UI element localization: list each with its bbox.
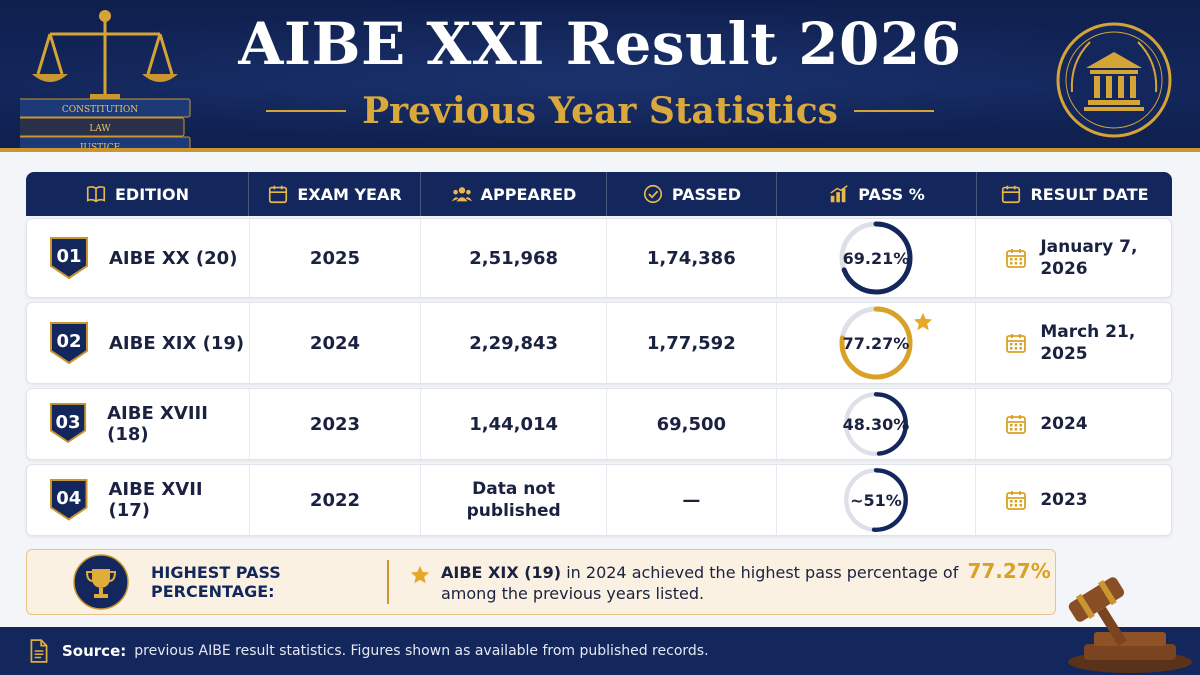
- result-date: March 21, 2025: [1040, 322, 1136, 364]
- row-number-badge: 02: [49, 321, 89, 365]
- appeared-count: Data not published: [466, 479, 561, 521]
- footer-source: Source: previous AIBE result statistics.…: [0, 627, 1200, 675]
- passed-count: —: [607, 465, 777, 535]
- highlight-text: AIBE XIX (19) in 2024 achieved the highe…: [441, 558, 1051, 603]
- row-number-badge: 01: [49, 236, 89, 280]
- document-icon: [30, 639, 48, 663]
- subtitle-rule-right: [853, 110, 934, 112]
- page-subtitle: Previous Year Statistics: [362, 90, 838, 132]
- exam-year: 2022: [250, 465, 422, 535]
- result-date: 2024: [1040, 414, 1088, 434]
- row-number-badge: 03: [49, 402, 87, 446]
- book-label-law: LAW: [89, 124, 111, 134]
- column-header-appeared: APPEARED: [421, 172, 607, 216]
- calendar-icon: [1006, 249, 1027, 268]
- scales-of-justice-icon: CONSTITUTION LAW JUSTICE: [20, 10, 191, 152]
- ring-progress: [844, 392, 908, 456]
- column-header-exam-year: EXAM YEAR: [249, 172, 421, 216]
- edition-name: AIBE XVIII (18): [107, 403, 208, 445]
- calendar-icon: [269, 185, 288, 204]
- source-label: Source:: [62, 642, 127, 660]
- highlight-label: HIGHEST PASS PERCENTAGE:: [151, 563, 281, 601]
- highlight-box: HIGHEST PASS PERCENTAGE: AIBE XIX (19) i…: [26, 549, 1056, 615]
- column-header-pass-percent: PASS %: [777, 172, 977, 216]
- courthouse-emblem-icon: [1056, 22, 1172, 138]
- column-header-edition: EDITION: [26, 172, 249, 216]
- gavel-icon: [1068, 577, 1192, 673]
- ring-progress: [839, 221, 913, 295]
- bar-chart-icon: [830, 185, 848, 203]
- star-icon: [913, 312, 932, 331]
- highlight-divider: [387, 560, 389, 604]
- ring-progress: [844, 468, 908, 532]
- column-header-result-date: RESULT DATE: [977, 172, 1172, 216]
- table-row: 04 AIBE XVII (17) 2022 Data not published…: [26, 464, 1172, 536]
- star-icon: [410, 565, 430, 584]
- highlight-percent: 77.27%: [967, 558, 1051, 583]
- page-title: AIBE XXI Result 2026: [238, 10, 962, 78]
- calendar-icon: [1006, 491, 1027, 510]
- edition-name: AIBE XIX (19): [109, 332, 245, 354]
- table-row: 03 AIBE XVIII (18) 2023 1,44,014 69,500 …: [26, 388, 1172, 460]
- exam-year: 2024: [250, 303, 422, 383]
- calendar-icon: [1006, 415, 1027, 434]
- calendar-icon: [1006, 334, 1027, 353]
- statistics-table: EDITION EXAM YEAR APPEARED PASSED PASS %…: [26, 172, 1172, 536]
- passed-count: 1,74,386: [607, 219, 777, 297]
- header-banner: CONSTITUTION LAW JUSTICE AIBE XXI Result…: [0, 0, 1200, 152]
- row-number-badge: 04: [49, 478, 89, 522]
- appeared-count: 2,29,843: [421, 303, 607, 383]
- check-circle-icon: [643, 184, 662, 204]
- edition-name: AIBE XVII (17): [108, 479, 203, 521]
- exam-year: 2025: [250, 219, 422, 297]
- appeared-count: 2,51,968: [421, 219, 607, 297]
- trophy-icon: [73, 554, 129, 610]
- exam-year: 2023: [250, 389, 422, 459]
- book-label-constitution: CONSTITUTION: [62, 105, 138, 115]
- passed-count: 1,77,592: [607, 303, 777, 383]
- people-icon: [451, 187, 472, 202]
- pass-percent-ring: 48.30%: [841, 389, 911, 459]
- column-header-passed: PASSED: [607, 172, 777, 216]
- table-row: 02 AIBE XIX (19) 2024 2,29,843 1,77,592 …: [26, 302, 1172, 384]
- subtitle-rule-left: [266, 110, 347, 112]
- result-date: 2023: [1040, 490, 1088, 510]
- table-header: EDITION EXAM YEAR APPEARED PASSED PASS %…: [26, 172, 1172, 216]
- calendar-icon: [1002, 185, 1021, 204]
- passed-count: 69,500: [607, 389, 777, 459]
- table-row: 01 AIBE XX (20) 2025 2,51,968 1,74,386 6…: [26, 218, 1172, 298]
- book-label-justice: JUSTICE: [79, 143, 120, 152]
- pass-percent-ring: 77.27%: [836, 303, 916, 383]
- pass-percent-ring: ~51%: [841, 465, 911, 535]
- appeared-count: 1,44,014: [421, 389, 607, 459]
- ring-progress: [839, 306, 913, 380]
- edition-name: AIBE XX (20): [109, 247, 238, 269]
- pass-percent-ring: 69.21%: [836, 218, 916, 298]
- book-icon: [86, 186, 106, 203]
- source-text: previous AIBE result statistics. Figures…: [134, 643, 709, 659]
- result-date: January 7, 2026: [1040, 237, 1138, 279]
